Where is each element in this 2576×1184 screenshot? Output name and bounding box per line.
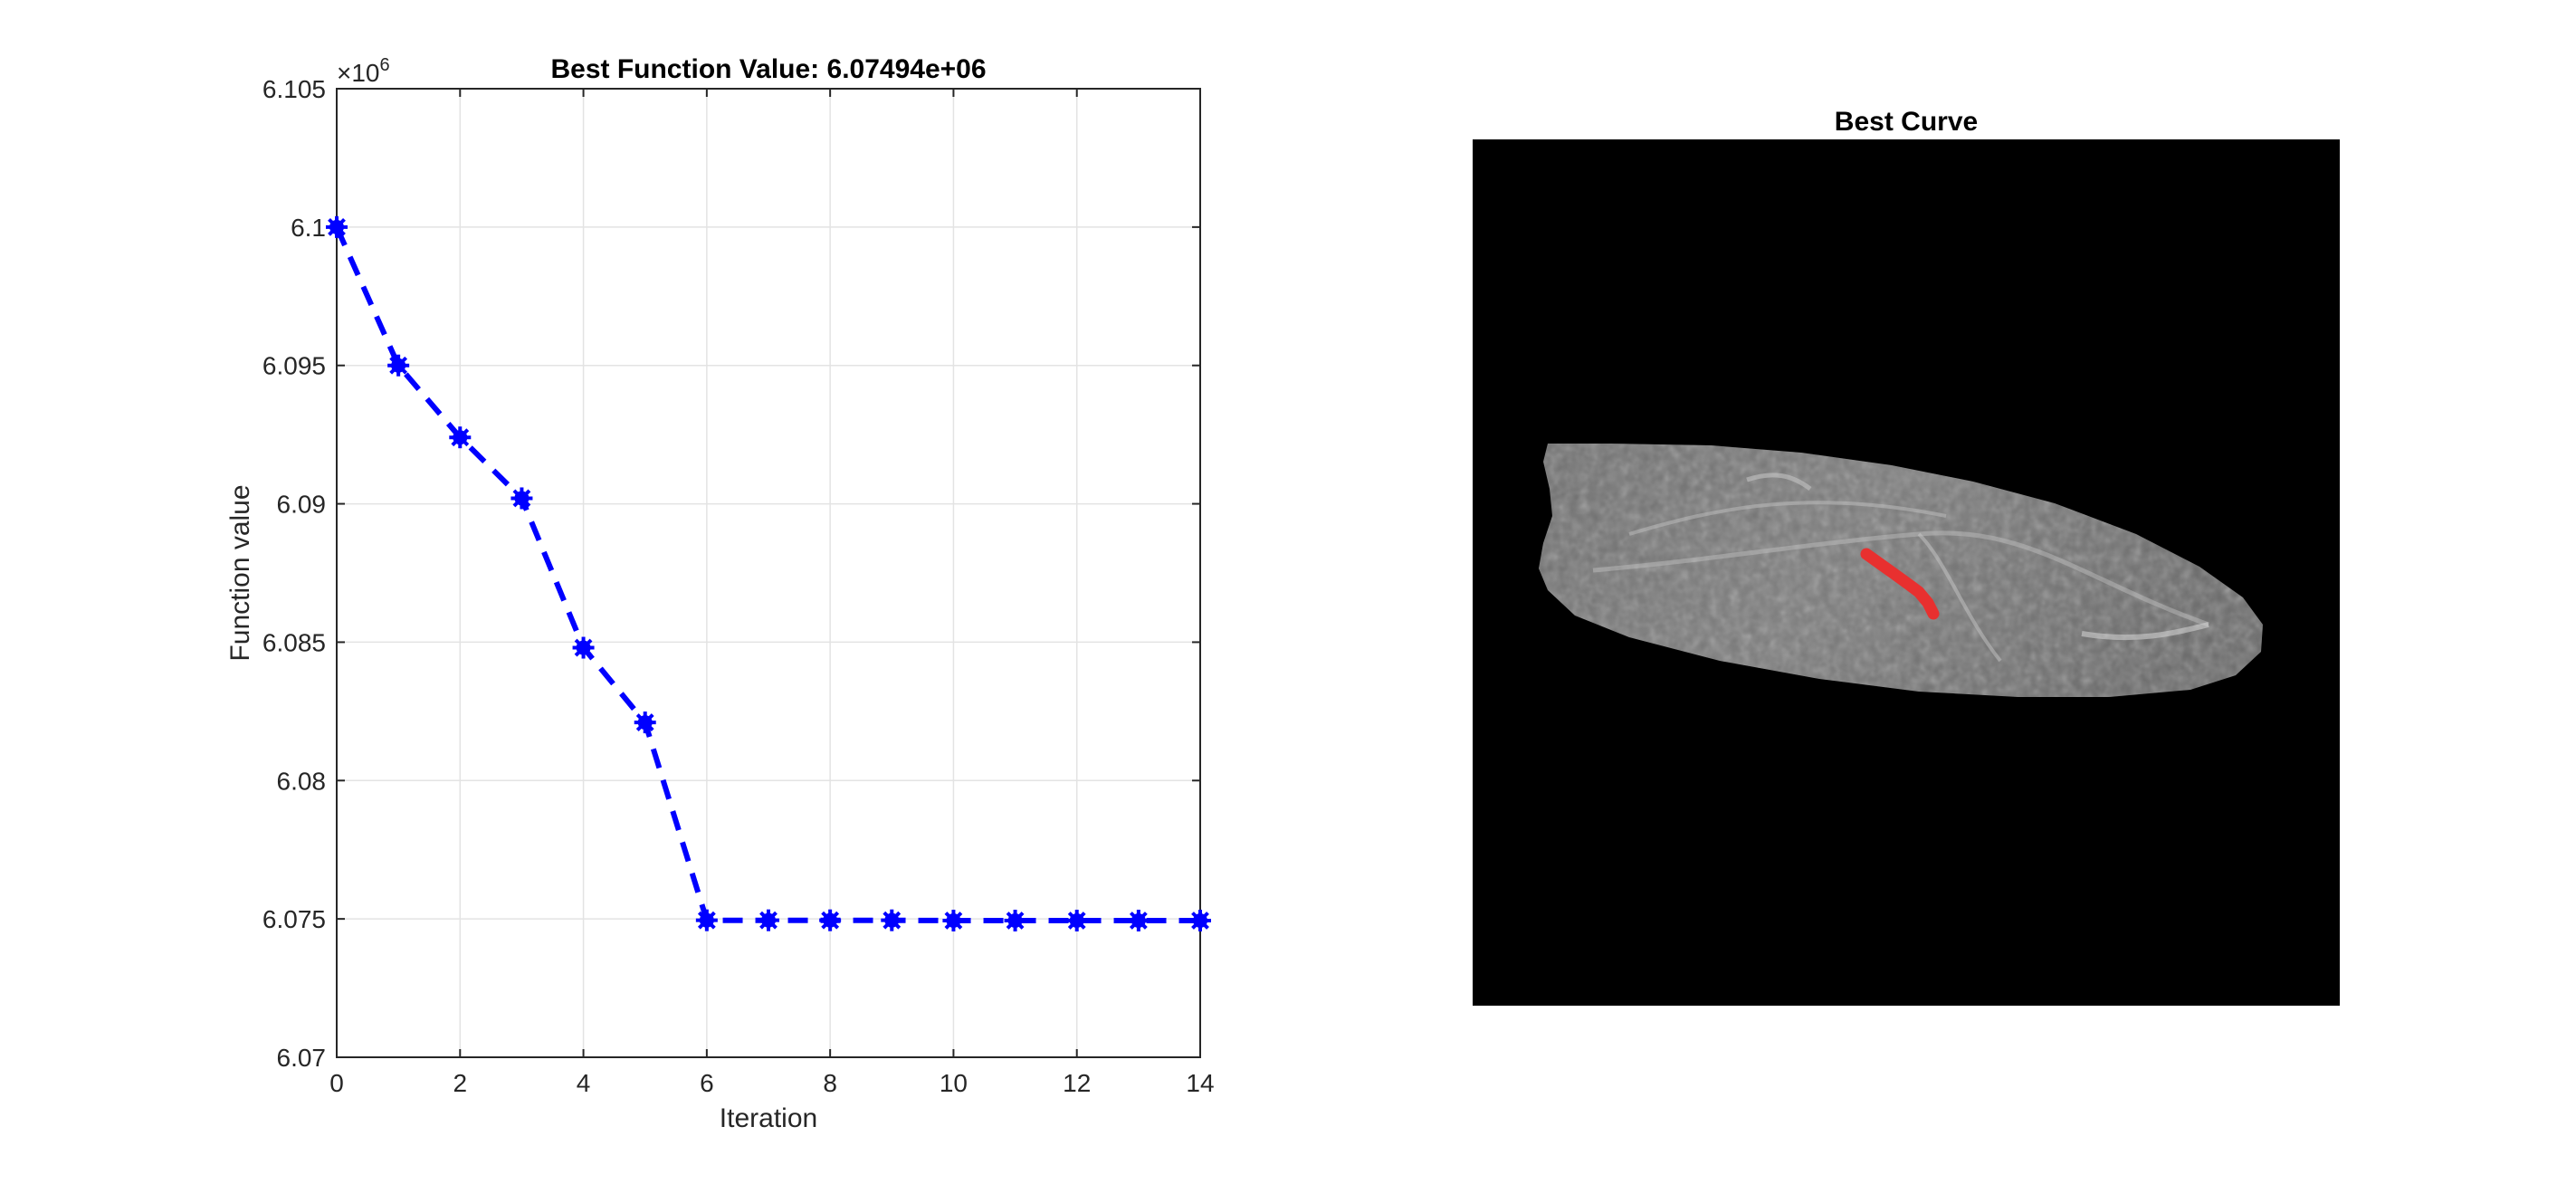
series-line (326, 215, 1211, 931)
x-tick-label: 4 (577, 1069, 591, 1097)
x-tick-label: 10 (940, 1069, 968, 1097)
x-tick-label: 8 (823, 1069, 837, 1097)
data-point (1004, 909, 1026, 931)
x-tick-label: 2 (453, 1069, 467, 1097)
x-tick-label: 14 (1186, 1069, 1214, 1097)
image-title: Best Curve (1835, 107, 1978, 137)
axes-box (336, 88, 1201, 1058)
x-tick-label: 12 (1063, 1069, 1091, 1097)
data-point (1127, 909, 1150, 931)
x-tick-label: 6 (700, 1069, 714, 1097)
y-exponent-label: ×106 (337, 55, 390, 87)
best-curve-image: Best Curve (1473, 107, 2340, 1006)
chart-title: Best Function Value: 6.07494e+06 (550, 54, 986, 84)
data-point (942, 909, 965, 931)
x-ticks: 0 2 4 6 8 10 12 14 (329, 89, 1215, 1097)
data-point (819, 909, 842, 931)
y-tick-label: 6.08 (277, 767, 327, 795)
y-tick-label: 6.07 (277, 1044, 327, 1072)
plot-area (337, 89, 1200, 1057)
data-point (881, 909, 903, 931)
data-point (1065, 909, 1088, 931)
y-tick-label: 6.085 (262, 628, 326, 656)
data-point (510, 487, 533, 510)
best-curve-line (1860, 548, 1940, 620)
data-point (572, 636, 595, 659)
data-point (758, 909, 779, 931)
data-point (326, 215, 348, 238)
y-axis-label: Function value (225, 484, 255, 661)
data-point (634, 711, 656, 734)
y-tick-label: 6.1 (291, 214, 326, 242)
y-ticks: 6.07 6.075 6.08 6.085 6.09 6.095 6.1 6.105 (262, 75, 1200, 1072)
x-axis-label: Iteration (720, 1103, 817, 1133)
data-point (449, 426, 472, 449)
y-tick-label: 6.09 (277, 491, 327, 519)
data-point (1189, 909, 1211, 931)
y-tick-label: 6.095 (262, 352, 326, 380)
x-tick-label: 0 (329, 1069, 344, 1097)
data-point (387, 354, 410, 377)
data-point (695, 909, 718, 931)
y-tick-label: 6.075 (262, 905, 326, 933)
y-tick-label: 6.105 (262, 75, 326, 103)
